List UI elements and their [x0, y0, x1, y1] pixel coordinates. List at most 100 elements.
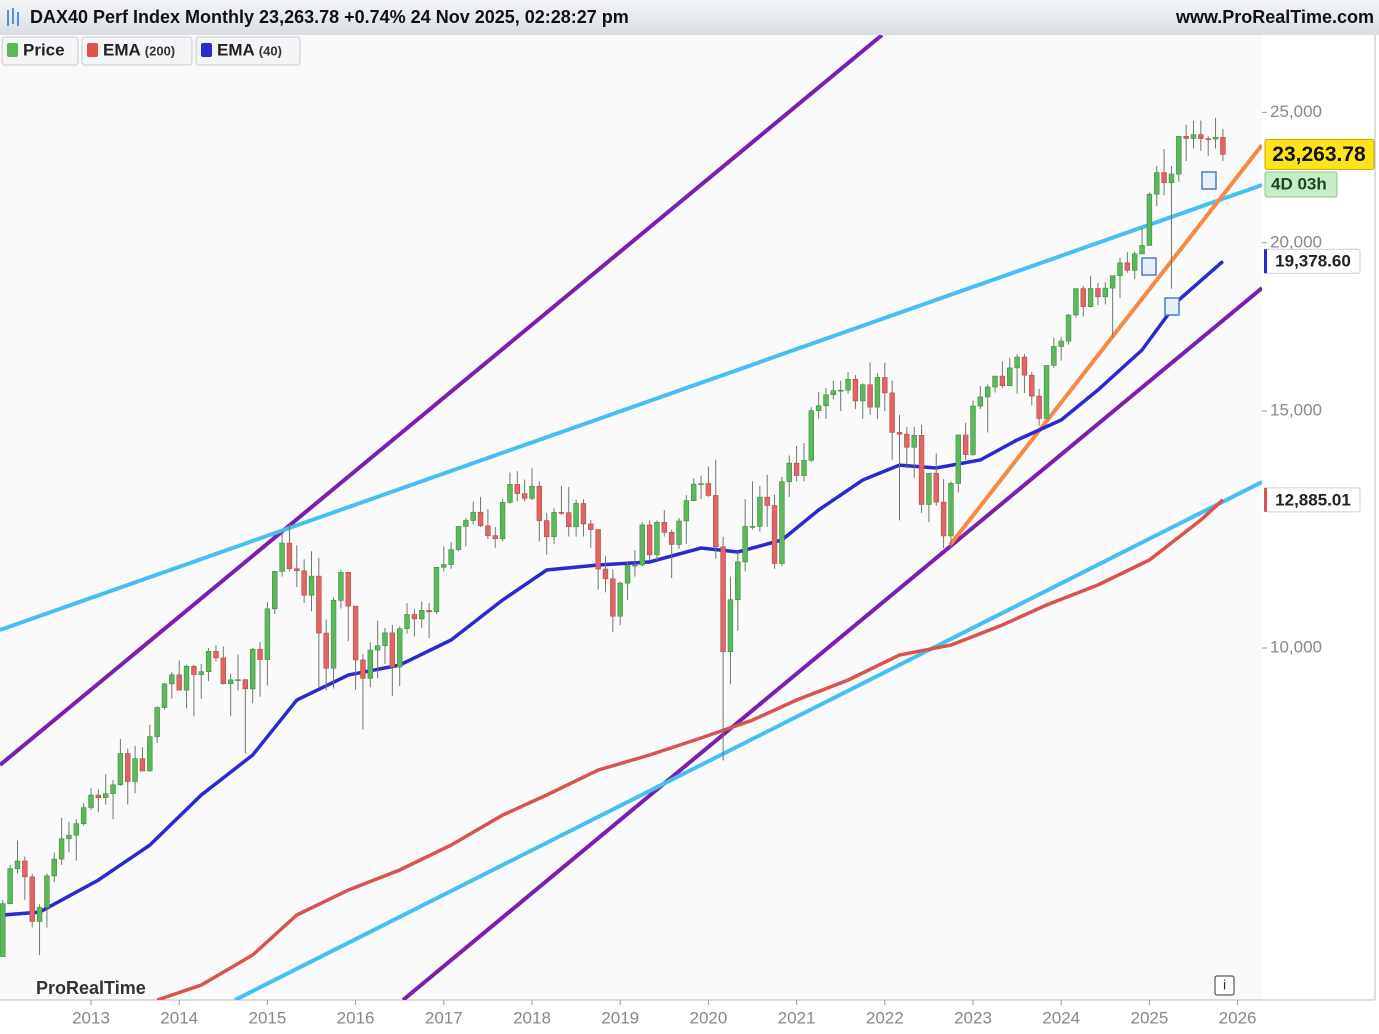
candle-body [374, 645, 381, 651]
candle-body [1014, 356, 1020, 369]
candle-body [742, 526, 748, 563]
candle-body [521, 493, 528, 499]
candle-body [779, 481, 785, 564]
x-tick-label: 2019 [601, 1008, 639, 1027]
candle-body [1154, 172, 1160, 195]
candle-body [1021, 356, 1028, 376]
plot [0, 35, 1262, 1000]
candle-body [426, 610, 432, 613]
legend-box [81, 36, 193, 66]
candle-body [345, 572, 351, 607]
x-tick-label: 2013 [72, 1008, 110, 1027]
candle-body [51, 858, 57, 877]
header-bar [0, 0, 1379, 35]
candle-body [419, 610, 425, 620]
candle-body [272, 571, 278, 610]
candle-body [1029, 374, 1035, 397]
trend-line [0, 183, 1262, 632]
candle-body [1161, 172, 1167, 184]
legend-label: EMA [217, 40, 255, 59]
candle-body [610, 578, 616, 617]
candle-body [330, 600, 337, 669]
candle-body [551, 512, 557, 538]
candle-body [1102, 287, 1109, 298]
candle-body [0, 903, 6, 957]
x-tick-label: 2015 [248, 1008, 286, 1027]
candle-body [1058, 340, 1064, 347]
candle-body [433, 566, 440, 613]
countdown-box [1264, 171, 1338, 198]
candle-body [713, 495, 719, 548]
candle-body [837, 389, 844, 392]
candle-body [771, 505, 778, 564]
candle-body [617, 582, 623, 617]
candle-body [1080, 288, 1086, 307]
candle-body [948, 483, 954, 537]
chart-title: DAX40 Perf Index Monthly 23,263.78 +0.74… [30, 7, 629, 27]
candle-body [1190, 134, 1197, 139]
candle-body [103, 793, 109, 798]
candle-body [852, 379, 859, 402]
candle-body [940, 501, 947, 537]
candle-body [1087, 288, 1094, 307]
candle-body [977, 396, 984, 407]
candle-body [845, 379, 851, 391]
trend-line [234, 480, 1262, 1000]
x-tick-label: 2020 [689, 1008, 727, 1027]
candle-body [580, 503, 587, 525]
candle-body [1168, 173, 1175, 184]
legend-box [195, 36, 301, 66]
price-tag-label: 19,378.60 [1275, 252, 1351, 271]
candle-body [1124, 262, 1131, 271]
candle-body [14, 860, 21, 870]
candle-body [323, 632, 329, 669]
candle-body [470, 511, 476, 521]
candle-body [602, 568, 609, 580]
candle-body [36, 907, 43, 922]
candle-body [396, 628, 403, 668]
candle-body [455, 526, 462, 550]
candle-body [95, 794, 102, 798]
info-icon[interactable]: i [1214, 975, 1235, 996]
candle-body [786, 462, 792, 483]
candle-body [7, 868, 13, 904]
candle-body [1095, 288, 1101, 298]
candle-body [316, 575, 322, 634]
candle-body [632, 564, 638, 567]
y-tick-label: 20,000 [1270, 232, 1322, 251]
note-icon [1141, 171, 1217, 316]
x-tick-label: 2022 [866, 1008, 904, 1027]
x-tick-label: 2014 [160, 1008, 198, 1027]
candle-body [911, 435, 917, 448]
header-icon [7, 8, 19, 26]
candle-body [918, 435, 925, 505]
candle-body [286, 542, 293, 569]
candle-body [507, 484, 513, 503]
candle-body [904, 433, 910, 448]
candle-body [264, 608, 271, 660]
x-tick-label: 2017 [425, 1008, 463, 1027]
candle-body [514, 484, 521, 494]
candle-body [367, 649, 373, 679]
candle-body [88, 794, 94, 808]
candle-body [595, 529, 601, 570]
candle-body [183, 666, 190, 691]
candle-body [44, 875, 50, 908]
candle-body [360, 659, 366, 679]
candle-body [1220, 136, 1226, 155]
candle-body [110, 784, 116, 794]
candle-body [529, 485, 535, 499]
candle-body [558, 512, 565, 514]
candle-body [382, 632, 388, 647]
candle-body [823, 394, 829, 407]
candle-body [1132, 253, 1138, 271]
candle-body [242, 679, 249, 690]
candle-body [668, 532, 675, 545]
candle-body [1065, 314, 1072, 342]
legend-box [1, 36, 79, 66]
candle-body [889, 392, 895, 433]
candle-body [389, 632, 396, 668]
price-tag-label: 23,263.78 [1272, 143, 1366, 166]
legend-swatch [7, 43, 18, 57]
